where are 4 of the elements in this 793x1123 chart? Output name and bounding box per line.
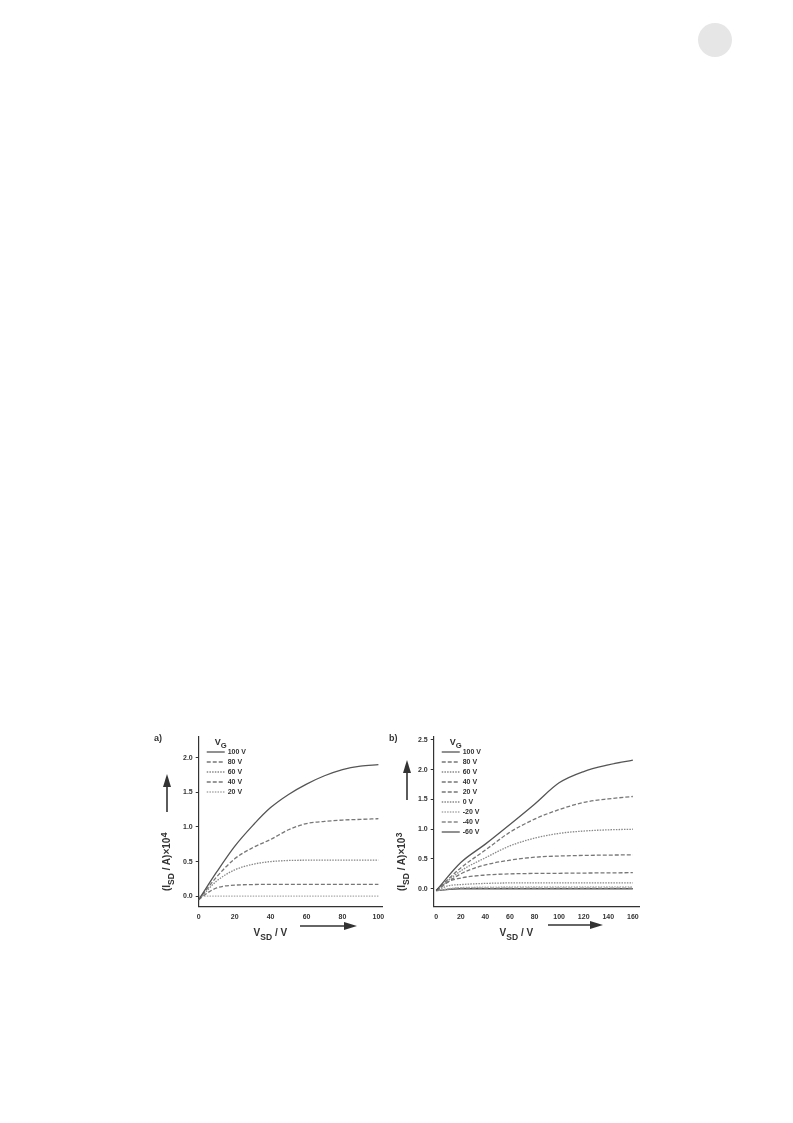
y-axis-title: (ISD / A)×104 [158,832,176,892]
chart-title: b) [389,733,398,743]
chart-title: a) [154,733,163,743]
y-axis-title: (ISD / A)×103 [393,832,411,892]
